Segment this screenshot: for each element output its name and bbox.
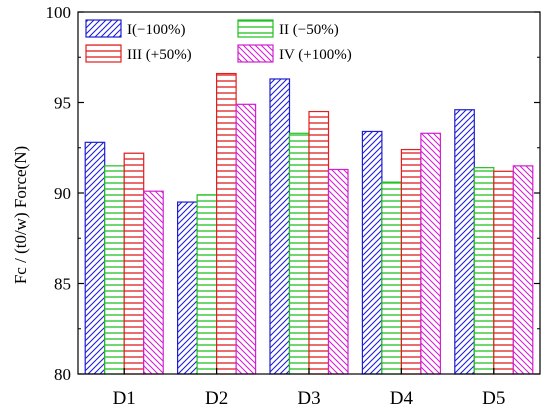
- legend: I(−100%) II (−50%) III (+50%) IV (+100%): [85, 19, 352, 63]
- bar-d4-series-3: [400, 148, 422, 375]
- y-tick-label: 80: [54, 365, 71, 384]
- legend-label-series-1: I(−100%): [127, 22, 185, 38]
- y-tick-label: 85: [54, 275, 71, 294]
- bar-d1-series-1: [84, 141, 106, 375]
- bar-d5-series-3: [493, 170, 514, 375]
- bar-d2-series-2: [196, 194, 218, 375]
- legend-swatch-series-2: [237, 19, 274, 38]
- bar-d1-series-2: [104, 165, 125, 375]
- bar-d5-series-4: [512, 165, 534, 375]
- y-tick-label: 95: [54, 94, 71, 113]
- bar-d2-series-1: [177, 201, 198, 375]
- bar-d4-series-2: [381, 181, 402, 375]
- y-axis-label: Fc / (t0/w) Force(N): [11, 146, 30, 284]
- legend-label-series-4: IV (+100%): [279, 47, 352, 63]
- bar-d5-series-1: [454, 109, 475, 375]
- bar-d3-series-2: [288, 132, 310, 375]
- bar-d4-series-4: [420, 132, 441, 375]
- bar-d5-series-2: [473, 167, 495, 375]
- bar-d1-series-4: [143, 190, 164, 375]
- bar-d4-series-1: [361, 130, 383, 375]
- bar-d1-series-3: [123, 152, 145, 375]
- bar-d3-series-1: [269, 78, 291, 375]
- x-tick-label: D2: [205, 388, 228, 409]
- bar-d2-series-4: [235, 103, 257, 375]
- x-tick-label: D4: [390, 388, 414, 409]
- x-tick-label: D3: [297, 388, 320, 409]
- bar-d3-series-3: [308, 110, 330, 375]
- bars-layer: [84, 72, 534, 375]
- y-tick-label: 100: [46, 3, 72, 22]
- y-tick-label: 90: [54, 184, 71, 203]
- x-tick-label: D5: [482, 388, 505, 409]
- legend-label-series-2: II (−50%): [279, 22, 339, 38]
- bar-d3-series-4: [327, 168, 349, 375]
- legend-swatch-series-4: [237, 44, 274, 63]
- legend-swatch-series-1: [85, 19, 122, 38]
- bar-d2-series-3: [216, 72, 237, 375]
- legend-label-series-3: III (+50%): [127, 47, 192, 63]
- x-axis: D1 D2 D3 D4 D5: [113, 368, 505, 409]
- y-axis: 80 85 90 95 100: [46, 3, 540, 384]
- legend-swatch-series-3: [85, 44, 122, 63]
- x-tick-label: D1: [113, 388, 136, 409]
